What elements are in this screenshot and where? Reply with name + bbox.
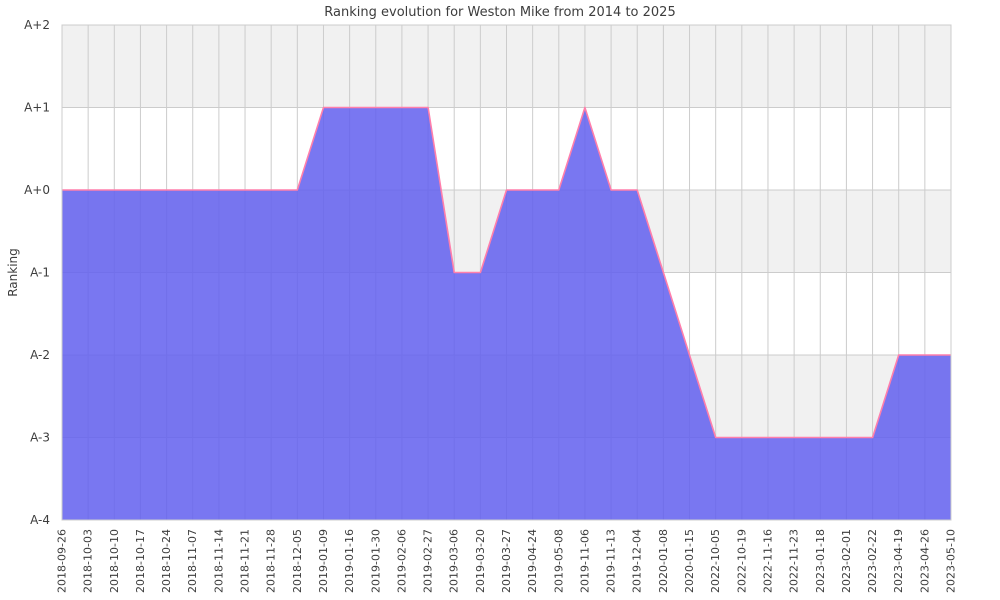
y-tick-label: A+0 [24,183,50,197]
x-tick-label: 2018-10-03 [82,529,95,593]
x-tick-label: 2018-09-26 [56,529,69,593]
y-tick-label: A+1 [24,101,50,115]
x-tick-label: 2019-03-27 [500,529,513,593]
y-tick-label: A-4 [30,513,50,527]
x-tick-label: 2022-10-19 [735,529,748,593]
x-tick-label: 2019-11-13 [605,529,618,593]
ranking-area-series [62,107,951,520]
x-tick-label: 2019-01-09 [317,529,330,593]
x-tick-label: 2022-11-16 [762,529,775,593]
x-tick-label: 2020-01-08 [657,529,670,593]
x-tick-label: 2019-11-06 [578,529,591,593]
y-axis-title: Ranking [6,248,20,297]
x-tick-label: 2018-11-21 [239,529,252,593]
x-tick-label: 2023-01-18 [814,529,827,593]
x-tick-label: 2023-05-10 [945,529,958,593]
y-tick-label: A-1 [30,266,50,280]
x-tick-label: 2018-10-10 [108,529,121,593]
x-tick-label: 2018-11-07 [186,529,199,593]
x-tick-label: 2023-02-22 [866,529,879,593]
ranking-series-line [62,106,951,439]
x-tick-label: 2018-12-05 [291,529,304,593]
x-tick-label: 2019-02-06 [395,529,408,593]
x-tick-label: 2019-03-06 [448,529,461,593]
x-tick-label: 2019-05-08 [552,529,565,593]
y-tick-label: A+2 [24,18,50,32]
x-tick-label: 2020-01-15 [683,529,696,593]
x-tick-label: 2019-12-04 [631,529,644,593]
x-tick-label: 2018-11-14 [212,529,225,593]
x-tick-label: 2019-04-24 [526,529,539,593]
x-tick-label: 2019-01-16 [343,529,356,593]
plot-border [61,24,952,521]
x-tick-label: 2018-11-28 [265,529,278,593]
x-tick-label: 2019-01-30 [369,529,382,593]
x-tick-label: 2019-03-20 [474,529,487,593]
y-tick-label: A-3 [30,431,50,445]
x-tick-label: 2018-10-24 [160,529,173,593]
x-tick-label: 2022-10-05 [709,529,722,593]
x-tick-label: 2018-10-17 [134,529,147,593]
y-tick-label: A-2 [30,348,50,362]
x-tick-label: 2022-11-23 [788,529,801,593]
x-tick-label: 2023-04-26 [918,529,931,593]
chart-title: Ranking evolution for Weston Mike from 2… [324,5,675,20]
x-tick-label: 2023-02-01 [840,529,853,593]
x-tick-label: 2019-02-27 [422,529,435,593]
x-tick-label: 2023-04-19 [892,529,905,593]
